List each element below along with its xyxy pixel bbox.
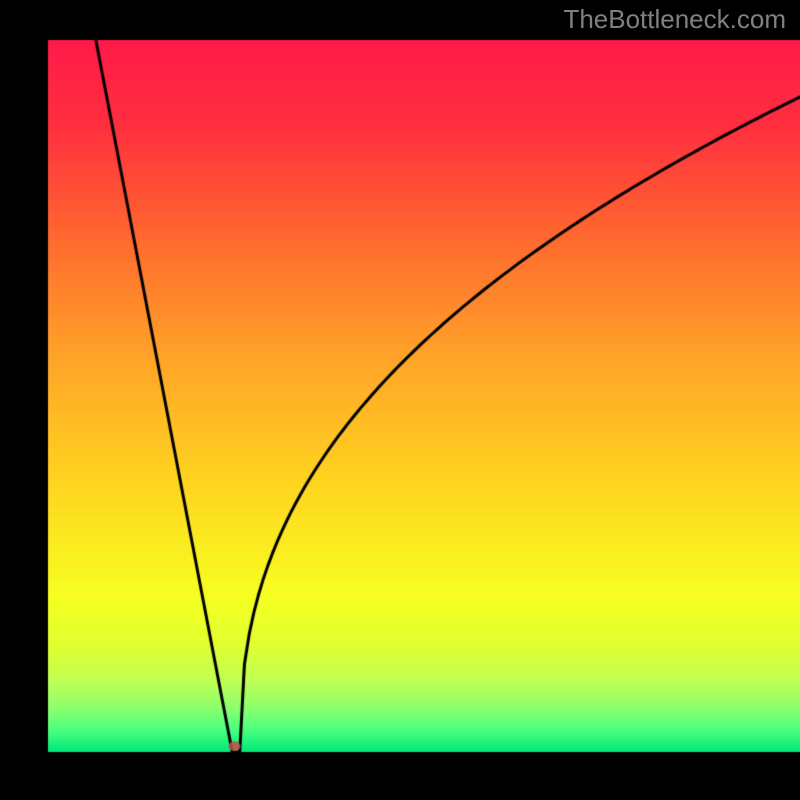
bottleneck-chart-canvas [0,0,800,800]
chart-container: TheBottleneck.com [0,0,800,800]
watermark-text: TheBottleneck.com [563,4,786,35]
